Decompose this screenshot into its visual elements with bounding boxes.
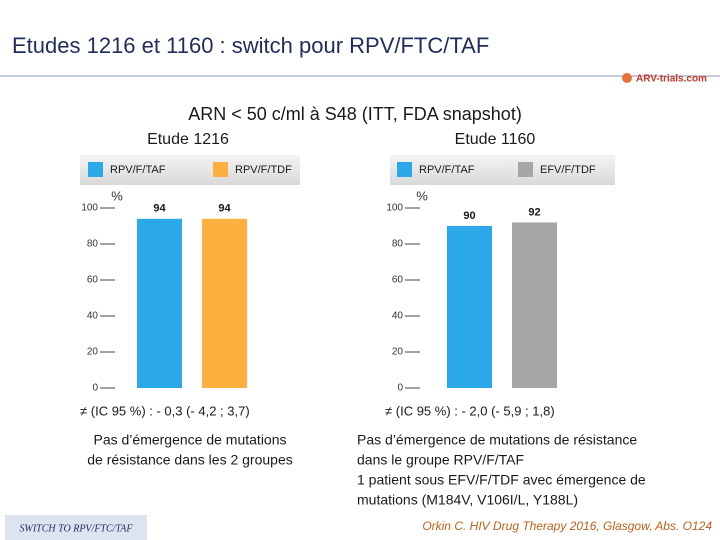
y-tick-label: 40 bbox=[87, 311, 99, 322]
note: mutations (M184V, V106I/L, Y188L) bbox=[357, 492, 578, 508]
value-label: 94 bbox=[153, 203, 166, 215]
bar bbox=[512, 222, 557, 388]
y-tick-label: 80 bbox=[392, 239, 404, 250]
legend-label: RPV/F/TAF bbox=[110, 164, 166, 176]
logo-icon bbox=[622, 73, 632, 83]
footer-tag: SWITCH TO RPV/FTC/TAF bbox=[20, 523, 134, 534]
slide-title: Etudes 1216 et 1160 : switch pour RPV/FT… bbox=[12, 33, 489, 58]
y-tick-label: 40 bbox=[392, 311, 404, 322]
value-label: 92 bbox=[528, 206, 540, 218]
y-tick-label: 60 bbox=[392, 275, 404, 286]
legend-label: RPV/F/TAF bbox=[419, 164, 475, 176]
legend-swatch bbox=[88, 162, 103, 177]
y-tick-label: 20 bbox=[87, 347, 99, 358]
y-tick-label: 0 bbox=[397, 383, 403, 394]
y-tick-label: 0 bbox=[92, 383, 98, 394]
bar bbox=[137, 218, 182, 388]
legend-box bbox=[80, 155, 300, 185]
legend-label: RPV/F/TDF bbox=[235, 164, 292, 176]
y-tick-label: 60 bbox=[87, 275, 99, 286]
y-tick-label: 100 bbox=[386, 203, 403, 214]
bar bbox=[447, 226, 492, 388]
legend-swatch bbox=[518, 162, 533, 177]
legend-swatch bbox=[213, 162, 228, 177]
y-tick-label: 80 bbox=[87, 239, 99, 250]
reference: Orkin C. HIV Drug Therapy 2016, Glasgow,… bbox=[422, 519, 712, 533]
note: dans le groupe RPV/F/TAF bbox=[357, 452, 524, 468]
subtitle: ARN < 50 c/ml à S48 (ITT, FDA snapshot) bbox=[188, 104, 522, 124]
legend-swatch bbox=[397, 162, 412, 177]
note: Pas d’émergence de mutations bbox=[94, 432, 287, 448]
note: 1 patient sous EFV/F/TDF avec émergence … bbox=[357, 472, 646, 488]
note: Pas d’émergence de mutations de résistan… bbox=[357, 432, 637, 448]
chart-title: Etude 1216 bbox=[147, 131, 229, 148]
y-tick-label: 100 bbox=[81, 203, 98, 214]
value-label: 90 bbox=[463, 210, 475, 222]
y-tick-label: 20 bbox=[392, 347, 404, 358]
legend-label: EFV/F/TDF bbox=[540, 164, 596, 176]
footer-tag-box bbox=[5, 515, 147, 540]
annotation: ≠ (IC 95 %) : - 2,0 (- 5,9 ; 1,8) bbox=[385, 403, 555, 418]
note: de résistance dans les 2 groupes bbox=[87, 452, 292, 468]
value-label: 94 bbox=[218, 203, 231, 215]
y-axis-label: % bbox=[416, 188, 428, 203]
logo: ARV-trials.com bbox=[636, 74, 707, 85]
annotation: ≠ (IC 95 %) : - 0,3 (- 4,2 ; 3,7) bbox=[80, 403, 250, 418]
bar bbox=[202, 218, 247, 388]
chart-title: Etude 1160 bbox=[455, 131, 536, 148]
y-axis-label: % bbox=[111, 188, 123, 203]
legend-box bbox=[390, 155, 615, 185]
